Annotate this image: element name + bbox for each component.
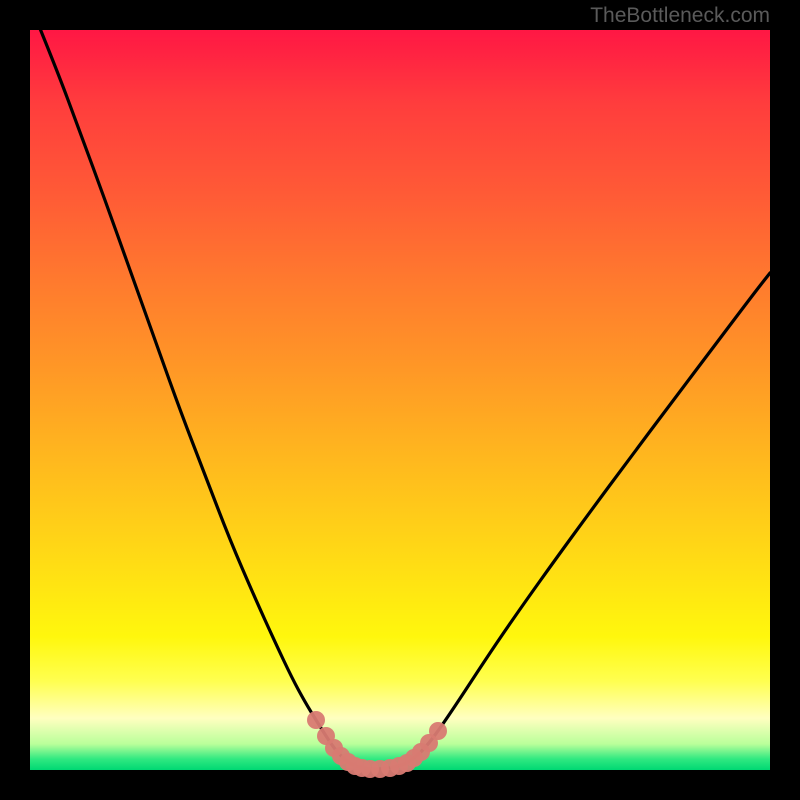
chart-stage: TheBottleneck.com [0, 0, 800, 800]
curve-overlay [0, 0, 800, 800]
marker-dot [307, 711, 325, 729]
marker-dots [307, 711, 447, 778]
v-curve-line [30, 4, 770, 769]
watermark-text: TheBottleneck.com [590, 4, 770, 28]
marker-dot [429, 722, 447, 740]
